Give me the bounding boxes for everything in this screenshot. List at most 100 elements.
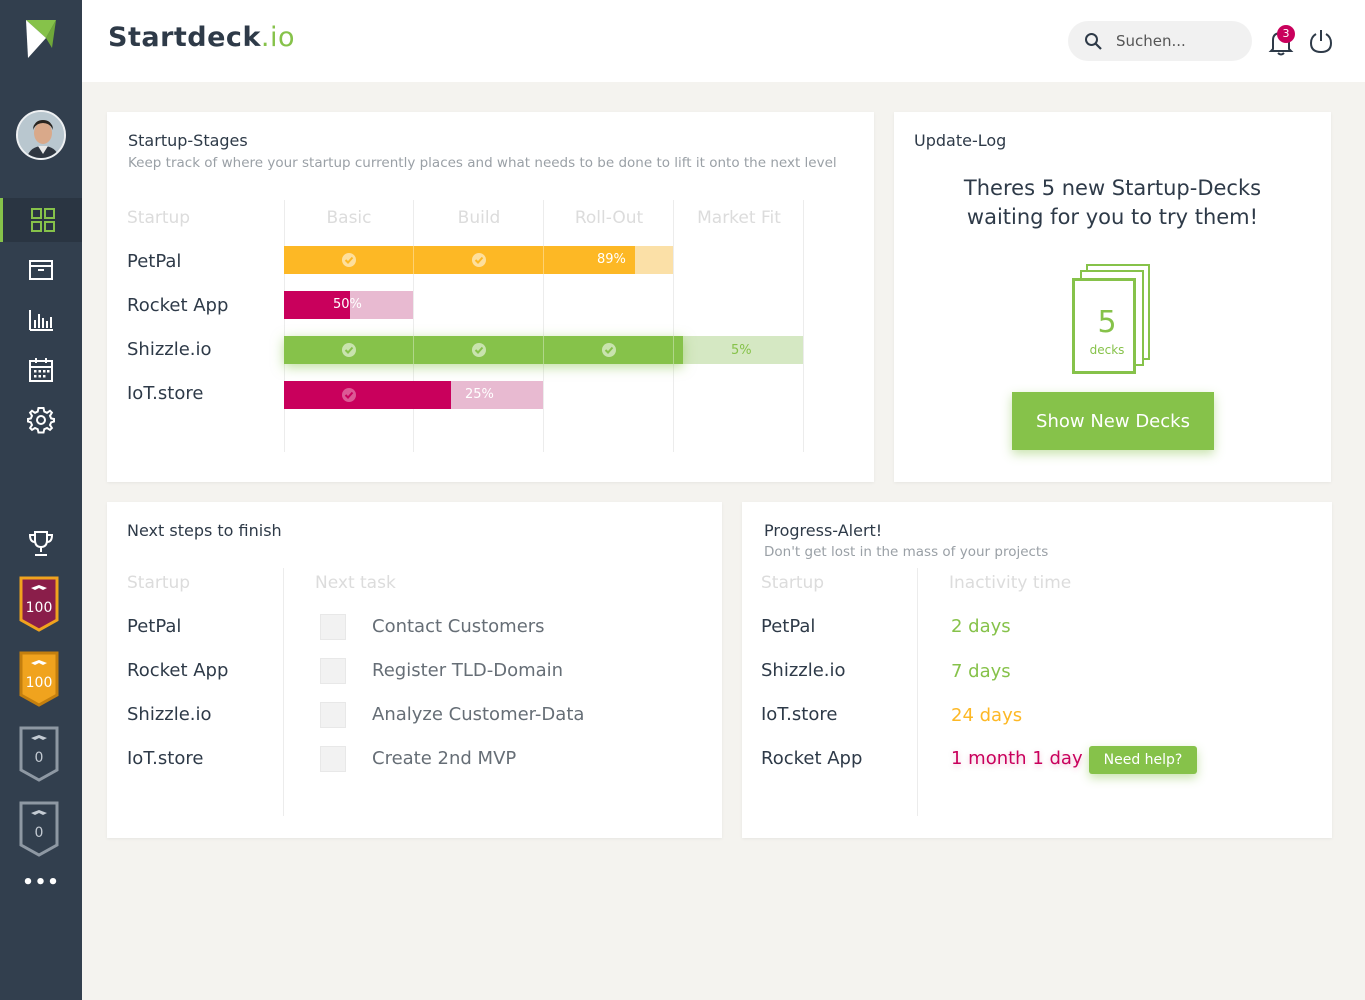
rank-badge-icon — [19, 726, 59, 782]
column-header-startup: Startup — [761, 573, 825, 593]
card-title: Startup-Stages — [128, 131, 248, 150]
column-divider — [803, 200, 804, 452]
startup-stages-card: Startup-Stages Keep track of where your … — [107, 112, 874, 482]
next-steps-card: Next steps to finish Startup Next task P… — [107, 502, 722, 838]
badge-1[interactable]: 100 — [19, 576, 59, 632]
startdeck-logo[interactable] — [22, 18, 58, 60]
column-header-next-task: Next task — [315, 573, 396, 593]
row-name-shizzle[interactable]: Shizzle.io — [761, 660, 846, 681]
search-icon — [1085, 33, 1102, 50]
brand-name: Startdeck — [108, 22, 261, 53]
column-divider — [673, 200, 674, 452]
task-label[interactable]: Create 2nd MVP — [372, 748, 517, 769]
show-new-decks-button[interactable]: Show New Decks — [1012, 392, 1214, 450]
row-name-iot-store[interactable]: IoT.store — [127, 748, 204, 769]
column-header-inactivity: Inactivity time — [949, 573, 1072, 593]
row-name-petpal[interactable]: PetPal — [127, 251, 182, 272]
search-box[interactable] — [1068, 21, 1252, 61]
check-icon — [602, 343, 616, 357]
power-icon[interactable] — [1309, 28, 1333, 54]
update-log-card: Update-Log Theres 5 new Startup-Decks wa… — [894, 112, 1331, 482]
column-divider — [917, 568, 918, 816]
card-subtitle: Don't get lost in the mass of your proje… — [764, 544, 1049, 560]
progress-label: 50% — [333, 297, 362, 312]
row-name-iot-store[interactable]: IoT.store — [761, 704, 838, 725]
inactivity-time: 7 days — [951, 661, 1011, 682]
row-name-petpal[interactable]: PetPal — [761, 616, 816, 637]
task-checkbox[interactable] — [320, 614, 346, 640]
card-title: Update-Log — [914, 131, 1007, 150]
brand-title[interactable]: Startdeck.io — [108, 22, 295, 53]
need-help-button[interactable]: Need help? — [1089, 746, 1197, 774]
more-icon[interactable]: ••• — [22, 872, 60, 893]
progress-bar-iot-store[interactable] — [284, 381, 451, 409]
task-checkbox[interactable] — [320, 658, 346, 684]
progress-bar-rocket-app[interactable] — [284, 291, 350, 319]
deck-card-front: 5 decks — [1072, 278, 1136, 374]
brand-tld: .io — [260, 22, 296, 53]
column-header-market-fit: Market Fit — [697, 208, 781, 228]
nav-achievements[interactable] — [0, 522, 82, 566]
badge-3[interactable]: 0 — [19, 726, 59, 782]
search-input[interactable] — [1116, 30, 1236, 52]
column-header-build: Build — [457, 208, 501, 228]
progress-label: 25% — [465, 387, 494, 402]
progress-bar-petpal[interactable] — [284, 246, 635, 274]
check-icon — [472, 343, 486, 357]
sidebar: 100 100 0 0 ••• — [0, 0, 82, 1000]
dashboard-icon — [30, 208, 55, 232]
segment-divider — [413, 336, 414, 364]
segment-divider — [673, 336, 674, 364]
badge-2[interactable]: 100 — [19, 651, 59, 707]
column-header-startup: Startup — [127, 573, 191, 593]
header: Startdeck.io 3 — [82, 0, 1365, 82]
progress-label: 89% — [597, 252, 626, 267]
row-name-iot-store[interactable]: IoT.store — [127, 383, 204, 404]
task-label[interactable]: Analyze Customer-Data — [372, 704, 585, 725]
nav-dashboard[interactable] — [0, 198, 82, 242]
row-name-rocket-app[interactable]: Rocket App — [127, 660, 229, 681]
column-header-rollout: Roll-Out — [574, 208, 644, 228]
trophy-icon — [28, 531, 54, 556]
badge-4[interactable]: 0 — [19, 801, 59, 857]
nav-archive[interactable] — [0, 248, 82, 292]
update-message: Theres 5 new Startup-Decks waiting for y… — [963, 176, 1262, 229]
row-name-shizzle[interactable]: Shizzle.io — [127, 704, 212, 725]
row-name-shizzle[interactable]: Shizzle.io — [127, 339, 212, 360]
check-icon — [472, 253, 486, 267]
deck-label: decks — [1089, 343, 1125, 357]
inactivity-time: 24 days — [951, 705, 1023, 726]
row-name-petpal[interactable]: PetPal — [127, 616, 182, 637]
row-name-rocket-app[interactable]: Rocket App — [127, 295, 229, 316]
task-checkbox[interactable] — [320, 746, 346, 772]
check-icon — [342, 388, 356, 402]
card-title: Next steps to finish — [127, 521, 282, 540]
check-icon — [342, 253, 356, 267]
user-photo-icon — [18, 112, 64, 158]
check-icon — [342, 343, 356, 357]
notification-count-badge: 3 — [1277, 25, 1295, 43]
task-checkbox[interactable] — [320, 702, 346, 728]
row-name-rocket-app[interactable]: Rocket App — [761, 748, 863, 769]
column-divider — [543, 200, 544, 452]
inactivity-time: 1 month 1 day — [951, 748, 1083, 769]
nav-statistics[interactable] — [0, 298, 82, 342]
calendar-icon — [29, 358, 53, 382]
inactivity-time: 2 days — [951, 616, 1011, 637]
column-divider — [284, 200, 285, 452]
task-label[interactable]: Register TLD-Domain — [372, 660, 564, 681]
nav-settings[interactable] — [0, 398, 82, 442]
deck-stack-icon[interactable]: 5 decks — [1070, 262, 1160, 382]
segment-divider — [543, 246, 544, 274]
badge-value: 100 — [25, 600, 53, 616]
archive-icon — [29, 260, 53, 280]
settings-icon — [27, 407, 55, 434]
badge-value: 0 — [34, 825, 44, 841]
task-label[interactable]: Contact Customers — [372, 616, 545, 637]
column-divider — [413, 200, 414, 452]
nav-calendar[interactable] — [0, 348, 82, 392]
avatar[interactable] — [16, 110, 66, 160]
card-subtitle: Keep track of where your startup current… — [128, 155, 837, 171]
progress-label: 5% — [731, 343, 752, 358]
column-header-startup: Startup — [127, 208, 191, 228]
